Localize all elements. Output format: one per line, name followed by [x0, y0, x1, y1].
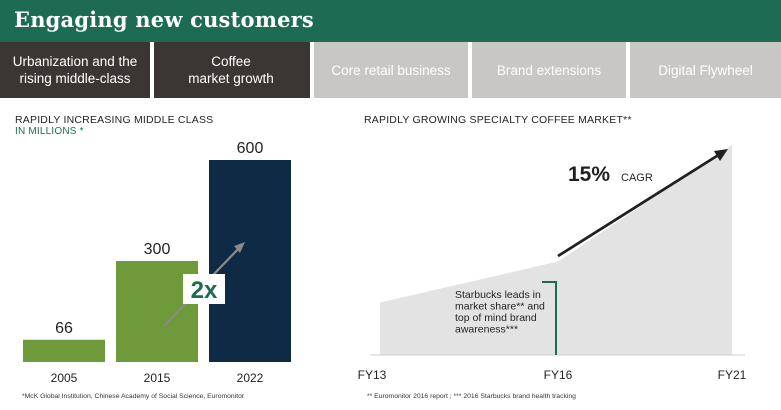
- tab-divider: [310, 42, 314, 98]
- left-chart-title: RAPIDLY INCREASING MIDDLE CLASS: [15, 114, 214, 126]
- right-chart-title: RAPIDLY GROWING SPECIALTY COFFEE MARKET*…: [364, 114, 632, 126]
- cagr-arrow-head: [714, 149, 728, 161]
- tab-coffee-market-growth-label: Coffee market growth: [188, 54, 274, 86]
- left-chart-subtitle: IN MILLIONS *: [15, 126, 84, 137]
- header-bar: Engaging new customers: [0, 0, 781, 42]
- page-title: Engaging new customers: [14, 7, 314, 32]
- tab-brand-extensions-label: Brand extensions: [496, 62, 602, 78]
- x-tick-label: FY16: [544, 368, 573, 382]
- cagr-arrow: [557, 152, 721, 258]
- right-footnote: ** Euromonitor 2016 report ; *** 2016 St…: [367, 393, 576, 400]
- bar-2022: [209, 160, 291, 362]
- x-tick-label: FY21: [718, 368, 747, 382]
- bar-value-label: 300: [144, 241, 171, 258]
- left-footnote: *McK Global Institution, Chinese Academy…: [22, 393, 245, 400]
- cagr-label: CAGR: [621, 172, 653, 184]
- middle-class-bar-chart: 66 2005 300 2015 600 2022 2x: [23, 140, 291, 385]
- growth-arrow-head: [234, 242, 245, 253]
- tab-divider: [468, 42, 472, 98]
- coffee-market-area-chart: FY13 FY16 FY21 15% CAGR Starbucks leads in mar…: [358, 145, 747, 382]
- annotation-bracket: [542, 281, 557, 355]
- x-tick-label: 2015: [144, 371, 171, 385]
- market-area: [380, 145, 732, 355]
- bar-value-label: 600: [237, 140, 264, 157]
- x-tick-label: 2022: [237, 371, 264, 385]
- bar-value-label: 66: [55, 320, 73, 337]
- tab-urbanization[interactable]: Urbanization and the rising middle-class: [0, 42, 150, 98]
- tab-urbanization-label: Urbanization and the rising middle-class: [12, 54, 138, 86]
- x-tick-label: 2005: [51, 371, 78, 385]
- tab-coffee-market-growth[interactable]: Coffee market growth: [150, 42, 312, 98]
- tab-digital-flywheel-label: Digital Flywheel: [658, 62, 753, 78]
- cagr-value: 15%: [568, 163, 610, 186]
- tab-digital-flywheel[interactable]: Digital Flywheel: [630, 42, 781, 98]
- tab-bar: Urbanization and the rising middle-class…: [0, 42, 781, 98]
- tab-divider: [626, 42, 630, 98]
- annotation-text: Starbucks leads in market share** and top …: [455, 289, 545, 336]
- tab-brand-extensions[interactable]: Brand extensions: [472, 42, 626, 98]
- 2x-badge: [183, 274, 225, 304]
- 2x-badge-text: 2x: [191, 277, 218, 304]
- x-tick-label: FY13: [358, 368, 387, 382]
- tab-core-retail-label: Core retail business: [331, 62, 451, 78]
- tab-divider: [150, 42, 154, 98]
- tab-core-retail[interactable]: Core retail business: [314, 42, 468, 98]
- bar-2005: [23, 339, 105, 362]
